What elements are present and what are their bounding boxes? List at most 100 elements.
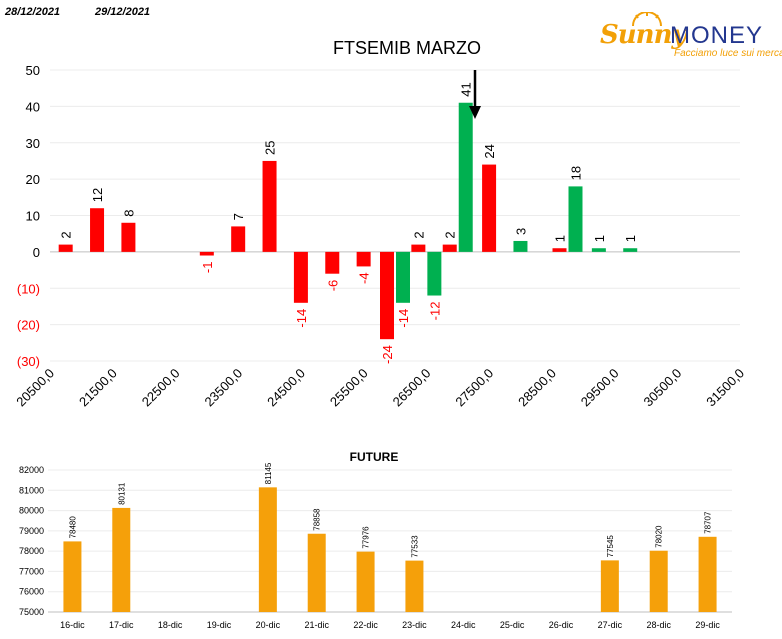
c2-ytick-label: 79000 [19,526,44,536]
c1-bar-red [411,244,426,252]
c1-bar-red [482,164,497,252]
c1-data-label: -6 [325,280,340,292]
logo-brand-sunny: Sunny [600,20,687,50]
c2-xtick-label: 19-dic [207,620,232,630]
c2-ytick-label: 81000 [19,485,44,495]
c1-data-label: -12 [427,302,442,321]
c1-bar-red [293,251,308,303]
c1-ytick-label: (30) [17,354,40,369]
down-arrow-icon [469,70,481,119]
c2-data-label: 81145 [264,462,273,484]
c1-bar-red [58,244,73,252]
c2-xtick-label: 22-dic [353,620,378,630]
c1-xtick-label: 29500,0 [578,366,622,410]
c1-data-label: 2 [59,231,74,238]
c2-bar [405,560,424,612]
c1-bar-red [262,160,277,252]
c2-ytick-label: 76000 [19,587,44,597]
c2-ytick-label: 75000 [19,607,44,617]
c2-xtick-label: 29-dic [695,620,720,630]
c1-ytick-label: (10) [17,281,40,296]
c1-bar-green [513,240,528,252]
c1-bar-green [568,186,583,252]
c1-data-label: -14 [294,309,309,328]
c2-ytick-label: 77000 [19,566,44,576]
c1-ytick-label: 40 [26,99,40,114]
c2-xtick-label: 23-dic [402,620,427,630]
c2-bar [63,541,82,612]
c2-bar [600,560,619,612]
c2-data-label: 78707 [704,511,713,534]
c2-data-label: 77976 [362,526,371,549]
c1-data-label: -4 [357,272,372,284]
c1-data-label: 2 [411,231,426,238]
c1-data-label: 25 [263,140,278,154]
c1-data-label: 1 [553,235,568,242]
c1-data-label: 8 [121,210,136,217]
c1-ytick-label: 50 [26,63,40,78]
c1-bar-red [90,208,105,252]
c2-bar [698,536,717,612]
c1-data-label: 24 [482,144,497,158]
c2-bar [307,533,326,612]
c1-xtick-label: 26500,0 [390,366,434,410]
c2-xtick-label: 28-dic [646,620,671,630]
c1-bar-red [231,226,246,252]
c1-ytick-label: 20 [26,172,40,187]
c1-data-label: -24 [380,345,395,364]
c1-data-label: -1 [200,262,215,274]
c1-bar-green [396,251,410,303]
c2-ytick-label: 80000 [19,506,44,516]
c1-data-label: -14 [396,309,411,328]
chart2-title: FUTURE [350,450,399,464]
c1-bar-green [591,248,606,252]
c1-data-label: 1 [592,235,607,242]
c2-ytick-label: 78000 [19,546,44,556]
sun-icon [632,12,662,26]
c2-data-label: 78858 [313,508,322,531]
c1-bar-red [121,222,136,252]
c2-data-label: 77533 [410,535,419,558]
c1-bar-red [380,251,394,340]
c1-bar-red [325,251,340,274]
c1-xtick-label: 28500,0 [515,366,559,410]
c2-data-label: 78020 [655,525,664,548]
c2-bar [649,550,668,612]
c1-bar-green [427,251,442,296]
date-right: 29/12/2021 [95,6,151,18]
c1-xtick-label: 23500,0 [201,366,245,410]
c1-ytick-label: 0 [33,245,40,260]
c1-bar-red [356,251,371,267]
c2-ytick-label: 82000 [19,465,44,475]
c1-ytick-label: 10 [26,209,40,224]
c2-xtick-label: 21-dic [304,620,329,630]
c2-xtick-label: 25-dic [500,620,525,630]
c1-xtick-label: 21500,0 [76,366,120,410]
c1-xtick-label: 30500,0 [641,366,685,410]
c2-xtick-label: 18-dic [158,620,183,630]
c2-xtick-label: 24-dic [451,620,476,630]
c1-xtick-label: 20500,0 [13,366,57,410]
chart1-title: FTSEMIB MARZO [333,38,481,58]
c2-xtick-label: 27-dic [598,620,623,630]
c1-bar-green [623,248,638,252]
future-chart: FUTURE 82000 81000 80000 79000 78000 77000 760… [19,450,732,630]
c1-ytick-label: (20) [17,318,40,333]
c2-xtick-label: 16-dic [60,620,85,630]
c1-xtick-label: 31500,0 [703,366,747,410]
c2-xtick-label: 17-dic [109,620,134,630]
c1-xtick-label: 22500,0 [139,366,183,410]
c1-bar-red [199,251,214,256]
c1-data-label: 41 [459,82,474,96]
c2-bar [112,507,131,612]
c1-xtick-label: 27500,0 [452,366,496,410]
c2-data-label: 80131 [117,482,126,505]
c1-xtick-label: 25500,0 [327,366,371,410]
c1-data-label: 7 [231,213,246,220]
c1-ytick-label: 30 [26,136,40,151]
ftsemib-options-chart: FTSEMIB MARZO 50 40 30 20 10 0 (10) (20) (30) 20… [13,38,747,410]
c1-data-label: 18 [569,166,584,180]
logo-tagline: Facciamo luce sui mercati [674,48,782,59]
date-left: 28/12/2021 [5,6,61,18]
c2-data-label: 78480 [68,516,77,539]
